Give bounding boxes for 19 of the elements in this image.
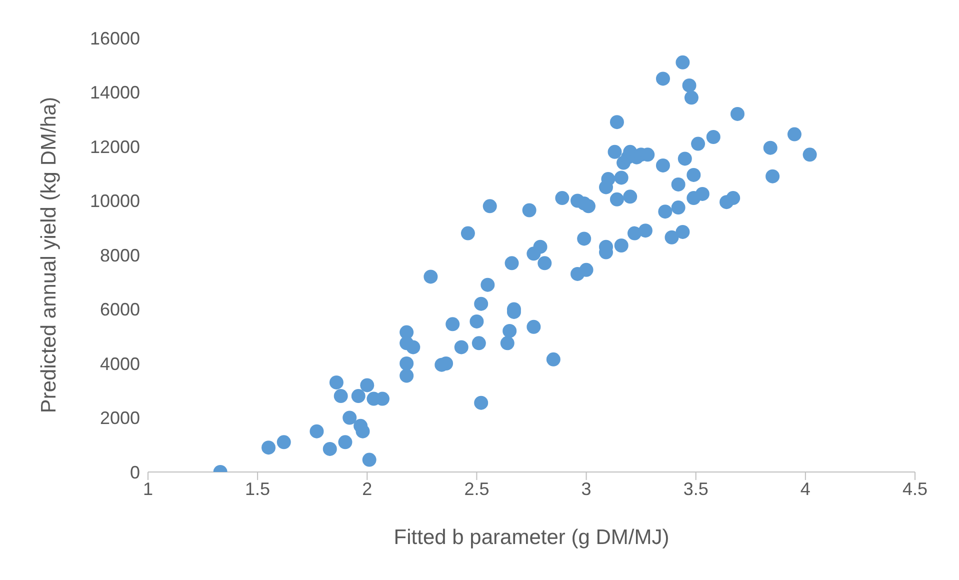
x-tick-label: 3.5 bbox=[683, 478, 708, 499]
x-tick-label: 1.5 bbox=[245, 478, 270, 499]
x-tick-label: 4.5 bbox=[902, 478, 928, 499]
x-tick-label: 2.5 bbox=[464, 478, 490, 499]
x-tick-label: 3 bbox=[581, 478, 592, 499]
x-tick-label: 4 bbox=[800, 478, 810, 499]
y-tick-label: 14000 bbox=[90, 82, 140, 103]
y-tick-label: 4000 bbox=[100, 354, 140, 374]
x-axis-title: Fitted b parameter (g DM/MJ) bbox=[394, 526, 670, 549]
y-tick-label: 6000 bbox=[100, 300, 140, 320]
y-tick-label: 2000 bbox=[100, 408, 140, 428]
y-tick-label: 8000 bbox=[100, 245, 140, 266]
x-tick-label: 1 bbox=[142, 478, 154, 499]
y-axis-title: Predicted annual yield (kg DM/ha) bbox=[37, 96, 60, 414]
x-tick-label: 2 bbox=[362, 478, 372, 499]
y-tick-label: 12000 bbox=[90, 136, 140, 157]
y-tick-label: 10000 bbox=[90, 191, 140, 212]
y-tick-label: 0 bbox=[130, 462, 140, 482]
y-tick-label: 16000 bbox=[90, 28, 140, 48]
